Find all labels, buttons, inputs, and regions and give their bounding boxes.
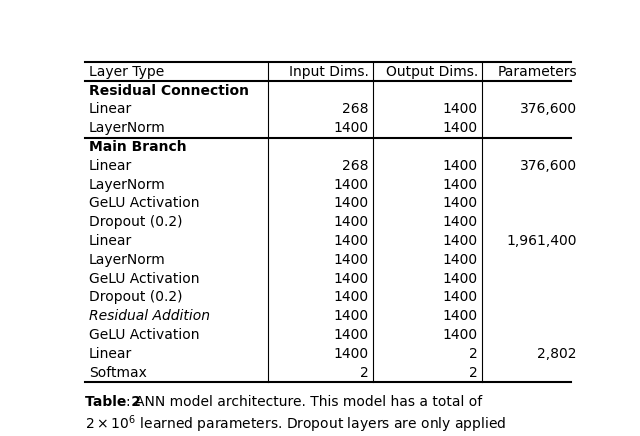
Text: 1400: 1400 — [333, 328, 369, 342]
Text: 1400: 1400 — [333, 253, 369, 267]
Text: 1400: 1400 — [443, 159, 478, 173]
Text: LayerNorm: LayerNorm — [89, 253, 166, 267]
Text: : ANN model architecture. This model has a total of: : ANN model architecture. This model has… — [125, 395, 482, 409]
Text: 1,961,400: 1,961,400 — [506, 234, 577, 248]
Text: LayerNorm: LayerNorm — [89, 177, 166, 191]
Text: Linear: Linear — [89, 234, 132, 248]
Text: Softmax: Softmax — [89, 366, 147, 380]
Text: Table 2: Table 2 — [85, 395, 141, 409]
Text: 1400: 1400 — [443, 290, 478, 304]
Text: LayerNorm: LayerNorm — [89, 121, 166, 135]
Text: 1400: 1400 — [333, 177, 369, 191]
Text: Input Dims.: Input Dims. — [289, 65, 369, 79]
Text: 2: 2 — [469, 347, 478, 361]
Text: Linear: Linear — [89, 347, 132, 361]
Text: 1400: 1400 — [443, 177, 478, 191]
Text: 2: 2 — [360, 366, 369, 380]
Text: Linear: Linear — [89, 102, 132, 116]
Text: Residual Addition: Residual Addition — [89, 309, 210, 323]
Text: 2: 2 — [469, 366, 478, 380]
Text: GeLU Activation: GeLU Activation — [89, 328, 200, 342]
Text: 1400: 1400 — [443, 272, 478, 286]
Text: Dropout (0.2): Dropout (0.2) — [89, 215, 182, 229]
Text: 2,802: 2,802 — [538, 347, 577, 361]
Text: 1400: 1400 — [333, 234, 369, 248]
Text: Linear: Linear — [89, 159, 132, 173]
Text: 268: 268 — [342, 102, 369, 116]
Text: 1400: 1400 — [443, 196, 478, 211]
Text: 1400: 1400 — [333, 215, 369, 229]
Text: Parameters: Parameters — [497, 65, 577, 79]
Text: 1400: 1400 — [443, 121, 478, 135]
Text: GeLU Activation: GeLU Activation — [89, 196, 200, 211]
Text: $2 \times 10^6$ learned parameters. Dropout layers are only applied: $2 \times 10^6$ learned parameters. Drop… — [85, 414, 506, 435]
Text: 376,600: 376,600 — [520, 102, 577, 116]
Text: 1400: 1400 — [333, 290, 369, 304]
Text: Dropout (0.2): Dropout (0.2) — [89, 290, 182, 304]
Text: 1400: 1400 — [333, 347, 369, 361]
Text: 1400: 1400 — [443, 328, 478, 342]
Text: 1400: 1400 — [443, 234, 478, 248]
Text: 268: 268 — [342, 159, 369, 173]
Text: 1400: 1400 — [443, 253, 478, 267]
Text: Residual Connection: Residual Connection — [89, 84, 249, 98]
Text: 1400: 1400 — [333, 309, 369, 323]
Text: 1400: 1400 — [333, 196, 369, 211]
Text: 1400: 1400 — [443, 102, 478, 116]
Text: Layer Type: Layer Type — [89, 65, 164, 79]
Text: Main Branch: Main Branch — [89, 140, 186, 154]
Text: Output Dims.: Output Dims. — [385, 65, 478, 79]
Text: 1400: 1400 — [333, 121, 369, 135]
Text: 1400: 1400 — [443, 309, 478, 323]
Text: GeLU Activation: GeLU Activation — [89, 272, 200, 286]
Text: 1400: 1400 — [333, 272, 369, 286]
Text: 1400: 1400 — [443, 215, 478, 229]
Text: 376,600: 376,600 — [520, 159, 577, 173]
